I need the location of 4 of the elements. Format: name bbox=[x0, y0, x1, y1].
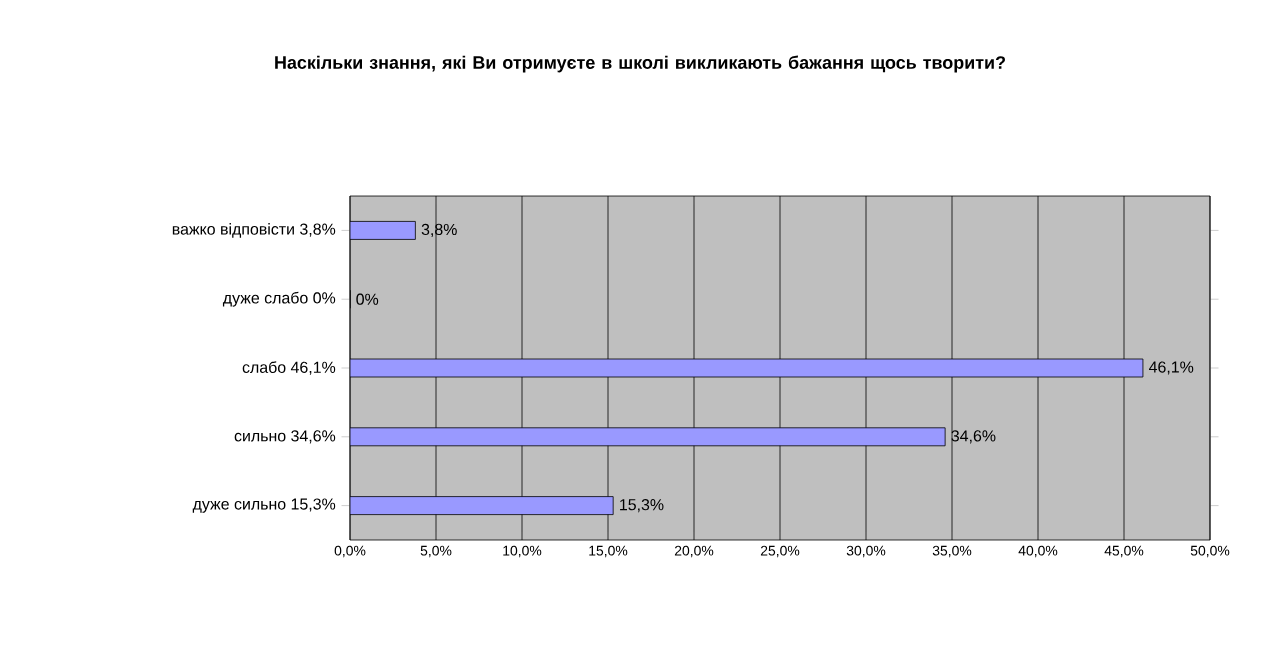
chart-title: Наскільки знання, які Ви отримуєте в школі викликають бажання щось творити? bbox=[275, 55, 1005, 73]
bar bbox=[350, 221, 416, 240]
bar bbox=[350, 496, 614, 515]
bar bbox=[350, 427, 946, 447]
